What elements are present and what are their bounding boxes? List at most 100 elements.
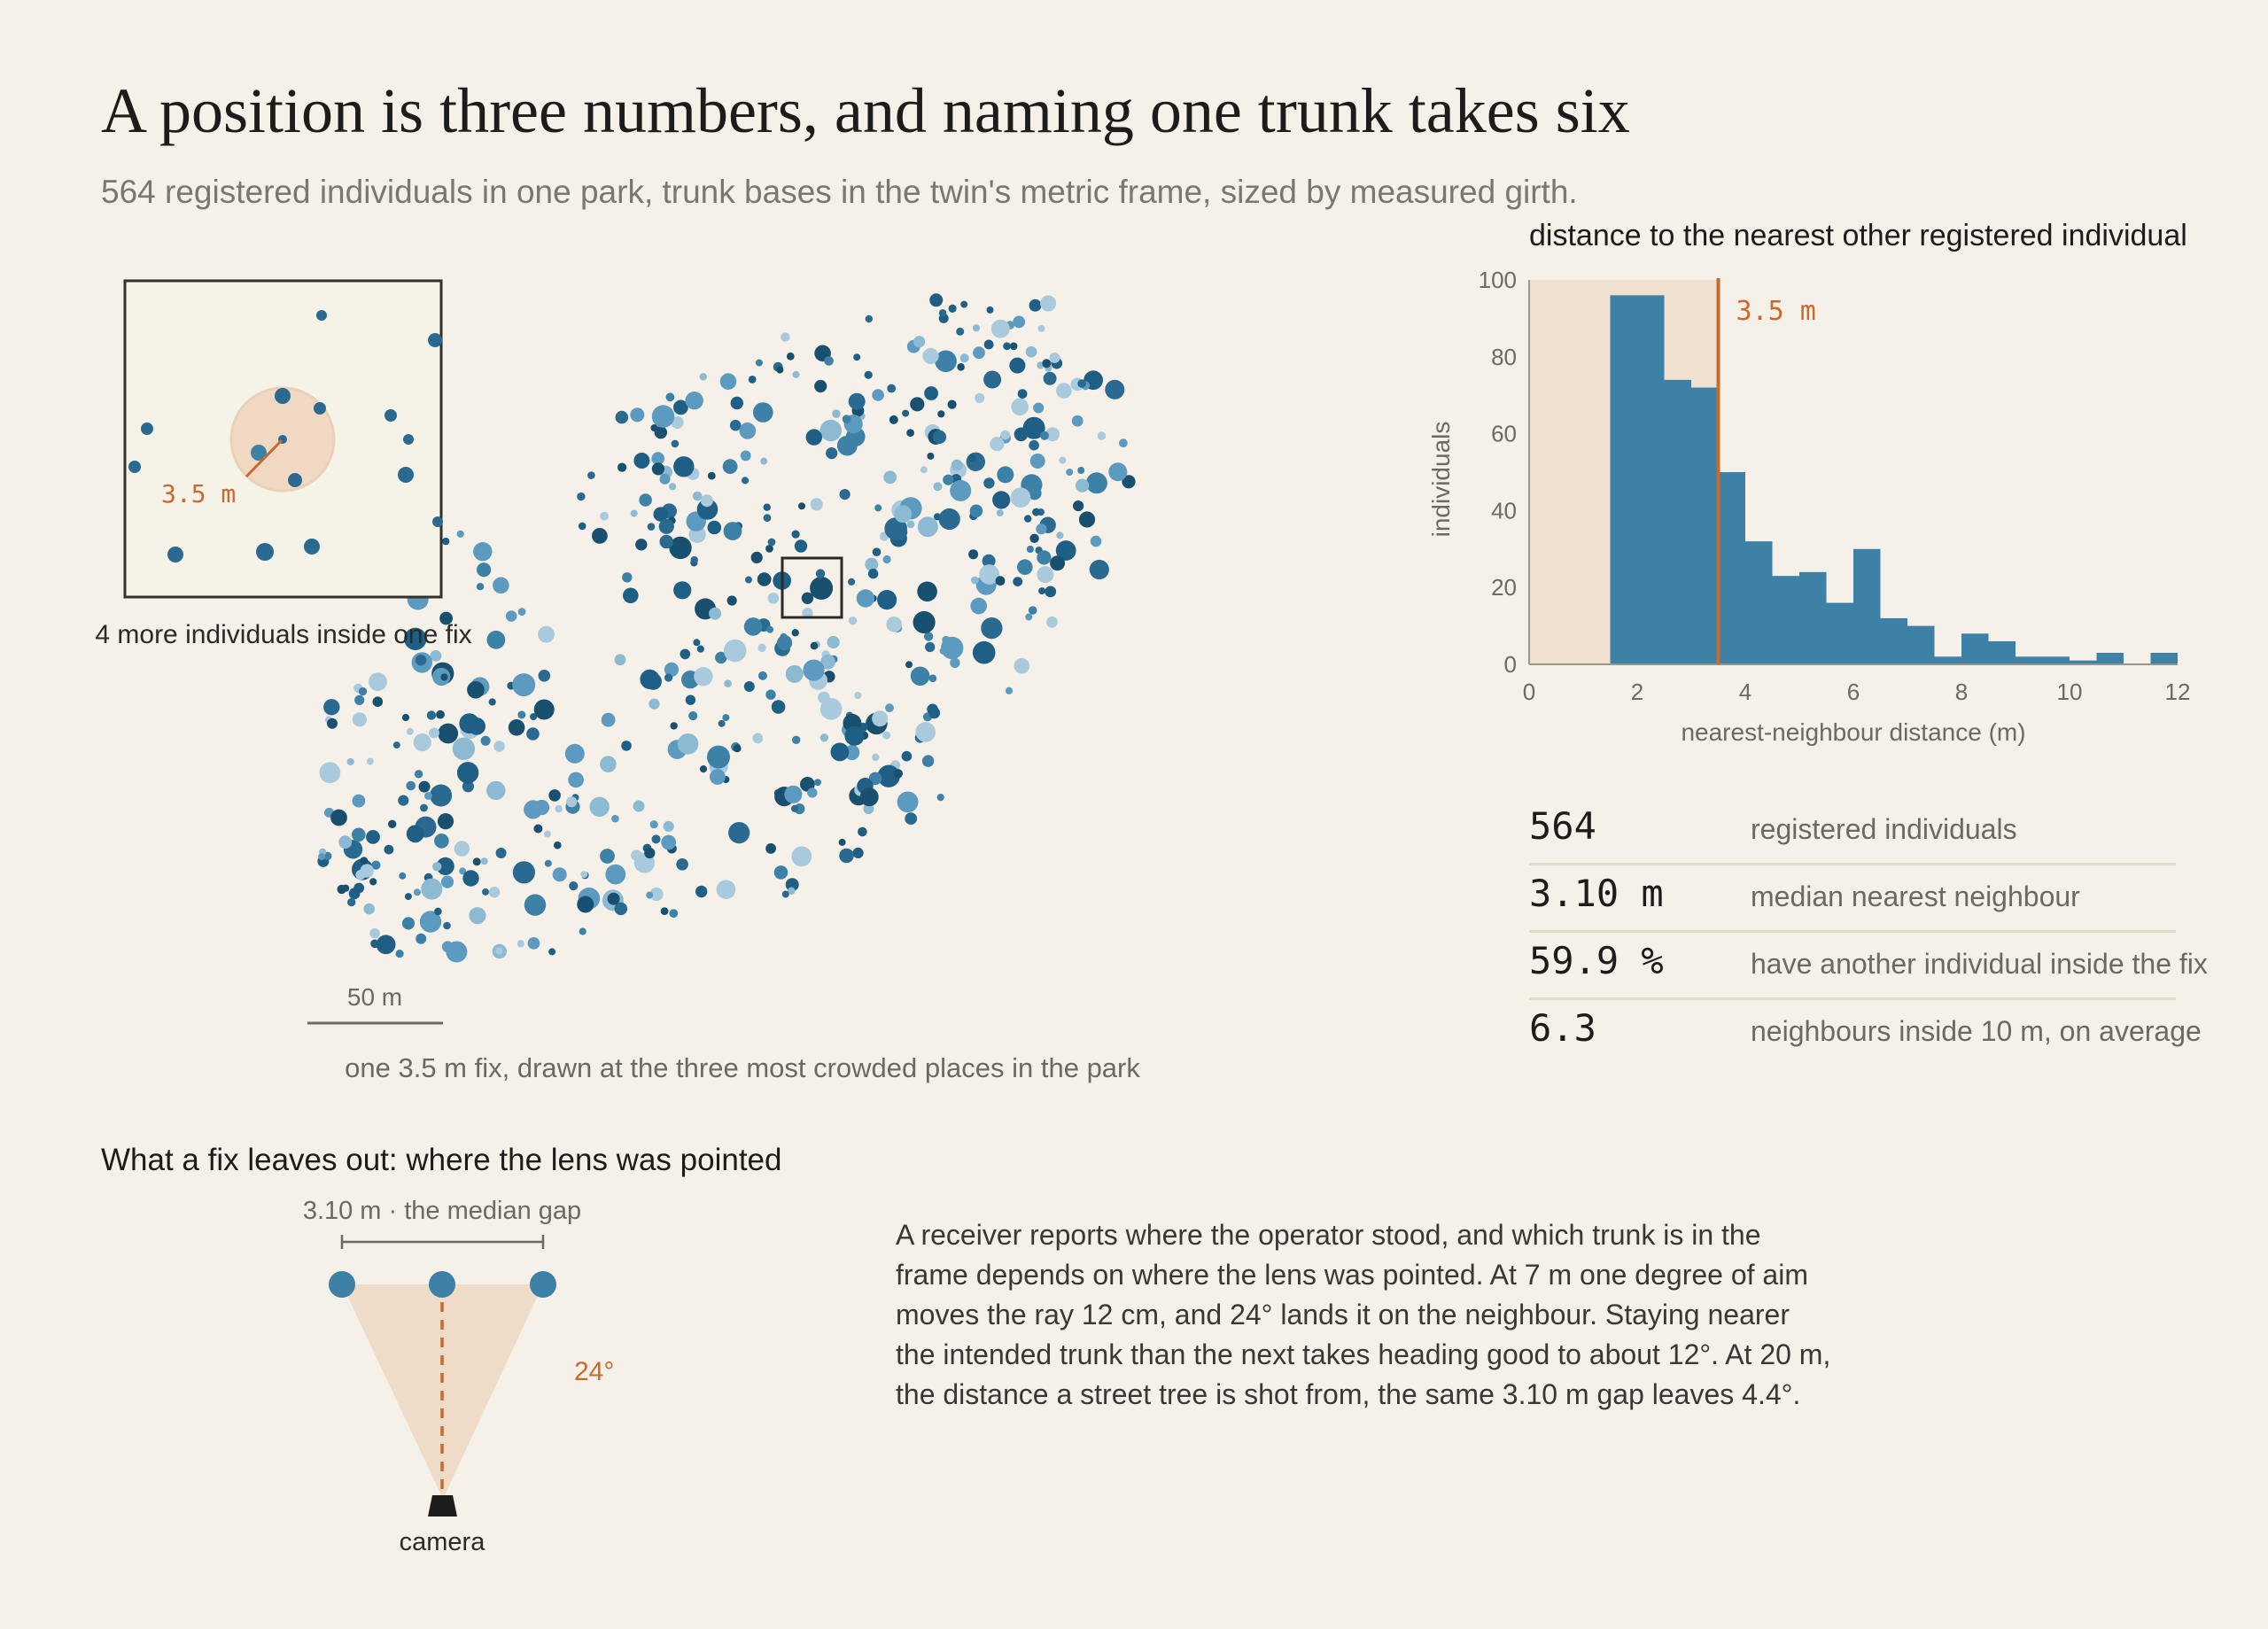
tree-dot [922,347,939,364]
tree-dot [842,415,851,423]
tree-dot [671,415,684,430]
tree-dot [728,822,750,844]
tree-dot [897,791,919,813]
tree-dot [719,373,737,391]
tree-dot [740,450,751,462]
tree-dot [760,457,768,465]
tree-dot [777,635,793,651]
tree-dot [644,847,656,859]
tree-dot [1105,379,1125,399]
tree-dot [852,847,864,859]
tree-dot [773,865,788,880]
tree-dot [614,654,626,666]
tree-dot [1108,462,1128,482]
y-tick-label: 100 [1479,267,1517,293]
tree-dot [1040,431,1049,440]
y-tick-label: 0 [1504,651,1517,678]
histogram-bar [1664,379,1691,664]
tree-dot [810,498,823,511]
tree-dot [630,407,645,423]
tree-dot [872,389,884,401]
tree-dot [673,456,695,477]
tree-dot [694,667,713,687]
tree-dot [353,882,365,894]
tree-dot [1097,431,1107,440]
tree-dot [807,787,818,798]
tree-dot [360,864,374,878]
tree-dot [440,673,448,681]
tree-dot [956,327,965,336]
tree-dot [398,795,409,806]
tree-dot [369,672,387,691]
tree-dot [358,687,368,696]
inset-panel: 3.5 m [123,279,443,599]
stat-value: 3.10 m [1529,872,1664,915]
tree-dot [872,710,889,727]
tree-dot [392,741,400,749]
tree-dot [739,423,757,439]
tree-dot [524,894,547,916]
tree-dot [924,386,938,400]
tree-dot [929,293,944,307]
tree-dot [443,921,451,930]
tree-dot [600,511,609,521]
tree-dot [327,718,338,729]
tree-dot [801,592,814,604]
tree-dot [950,657,960,668]
tree-dot [791,530,800,539]
tree-dot [853,353,861,361]
stat-row-median: 3.10 m median nearest neighbour [1529,863,2176,933]
tree-dot [882,555,891,564]
tree-dot [1022,416,1045,439]
tree-dot [942,635,951,644]
tree-dot [722,714,730,722]
camera-icon [428,1495,457,1517]
histogram-bar [1691,387,1719,664]
tree-dot [957,363,965,371]
tree-dot [715,651,727,664]
tree-dot [1077,467,1085,474]
tree-dot [1059,456,1067,464]
tree-dot [579,927,586,935]
histogram-bar [2070,660,2097,664]
tree-dot [750,551,763,564]
tree-dot [406,727,414,735]
tree-dot [819,419,842,442]
tree-dot [827,635,840,649]
inset-tree-dot [288,473,302,487]
tree-dot [446,941,468,963]
tree-dot [1029,439,1039,451]
tree-dot [577,896,594,913]
tree-dot [710,769,726,785]
scale-bar-label: 50 m [347,983,402,1011]
tree-dot [792,735,801,744]
tree-dot [665,392,675,402]
tree-dot [937,410,945,418]
tree-dot [352,794,366,808]
tree-dot [688,711,698,721]
tree-dot [995,576,1006,586]
tree-dot [854,692,862,699]
tree-dot [530,713,538,721]
tree-dot [748,376,757,384]
map-caption: one 3.5 m fix, drawn at the three most c… [345,1052,1140,1083]
tree-dot [1078,511,1096,528]
tree-dot [905,661,913,669]
tree-dot [1029,299,1042,312]
tree-dot [1089,559,1109,580]
tree-dot [1046,617,1058,628]
inset-label: 4 more individuals inside one fix [95,620,471,649]
tree-dot [1049,352,1060,363]
tree-dot [810,641,819,650]
tree-dot [865,557,879,571]
tree-dot [649,820,658,829]
tree-dot [906,520,915,529]
tree-dot [1009,357,1026,374]
tree-dots-layer [317,293,1136,963]
histogram-bar [1799,571,1827,664]
tree-dot [436,857,454,876]
tree-dot [722,459,738,474]
tree-dot [785,664,804,683]
tree-dot [555,804,563,813]
tree-dot [436,710,445,719]
